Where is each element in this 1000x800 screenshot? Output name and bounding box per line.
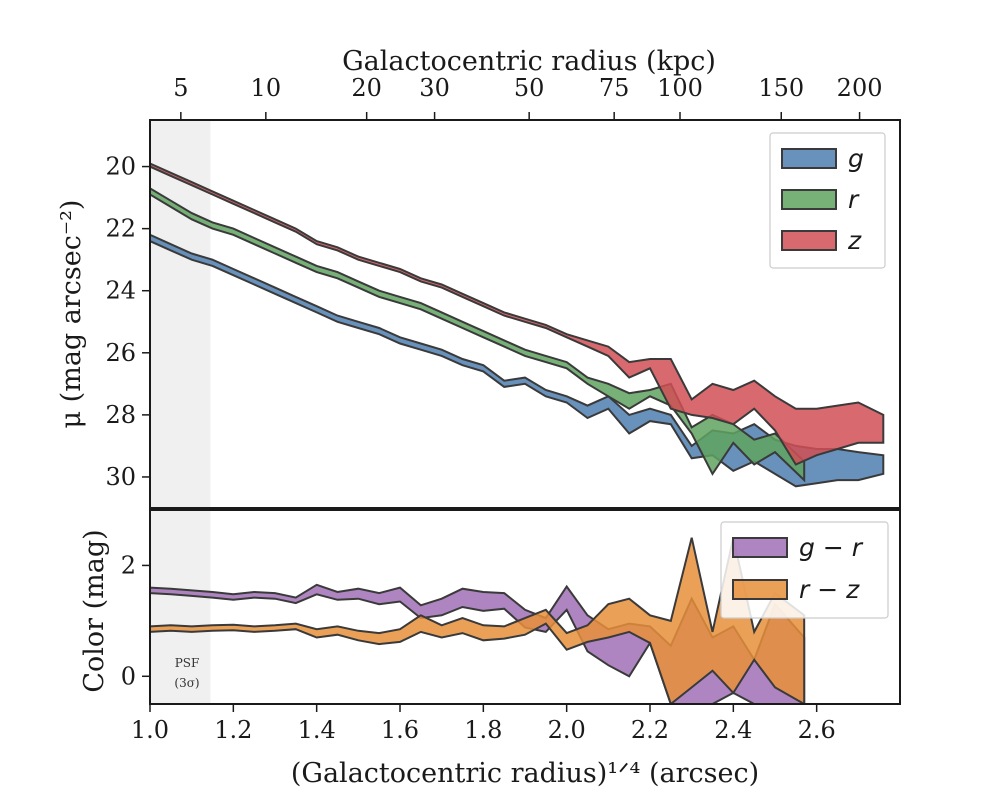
legend-swatch-rz bbox=[732, 579, 788, 600]
top-panel-frame bbox=[149, 119, 901, 509]
top-y-axis-label: μ (mag arcsec⁻²) bbox=[56, 200, 87, 429]
band-g bbox=[150, 233, 885, 488]
x-tick-label: 1.2 bbox=[214, 716, 252, 744]
surface-brightness-panel: 20 22 24 26 28 30 5 10 20 30 50 75 100 150 200 grz bbox=[105, 74, 901, 509]
y-tick-label: 30 bbox=[105, 463, 136, 491]
legend-label-rz: r − z bbox=[799, 575, 860, 604]
top-x-tick-label: 5 bbox=[173, 74, 188, 102]
x-tick-label: 1.8 bbox=[464, 716, 502, 744]
top-x-tick-label: 200 bbox=[837, 74, 883, 102]
legend-label-gr: g − r bbox=[799, 533, 864, 562]
psf-label: PSF bbox=[175, 656, 200, 670]
top-x-axis-label: Galactocentric radius (kpc) bbox=[342, 46, 716, 77]
legend-label-r: r bbox=[848, 185, 860, 214]
top-x-tick-label: 50 bbox=[514, 74, 545, 102]
band-rz bbox=[150, 537, 806, 704]
x-tick-label: 2.4 bbox=[714, 716, 752, 744]
x-tick-label: 1.6 bbox=[381, 716, 419, 744]
y-tick-label: 24 bbox=[105, 277, 136, 305]
y-tick-label: 28 bbox=[105, 401, 136, 429]
bottom-x-axis-label: (Galactocentric radius)¹ᐟ⁴ (arcsec) bbox=[291, 758, 759, 789]
legend-swatch-z bbox=[781, 230, 837, 251]
legend-label-g: g bbox=[848, 144, 864, 173]
band-r bbox=[150, 187, 806, 483]
legend-swatch-r bbox=[781, 189, 837, 210]
psf-region-bottom bbox=[150, 510, 211, 704]
legend-swatch-gr bbox=[732, 537, 788, 558]
bottom-panel-frame bbox=[149, 509, 901, 705]
x-tick-label: 2.2 bbox=[631, 716, 669, 744]
legend-swatch-g bbox=[781, 148, 837, 169]
y-tick-label: 0 bbox=[121, 662, 136, 690]
top-x-tick-label: 20 bbox=[351, 74, 382, 102]
bottom-y-axis-label: Color (mag) bbox=[79, 529, 110, 692]
y-tick-label: 26 bbox=[105, 339, 136, 367]
x-tick-label: 1.0 bbox=[131, 716, 169, 744]
top-x-tick-label: 100 bbox=[657, 74, 703, 102]
band-z bbox=[150, 162, 885, 466]
x-tick-label: 2.0 bbox=[548, 716, 586, 744]
y-tick-label: 22 bbox=[105, 215, 136, 243]
top-x-tick-label: 10 bbox=[251, 74, 282, 102]
legend-label-z: z bbox=[847, 226, 862, 255]
top-x-tick-label: 75 bbox=[599, 74, 630, 102]
top-x-tick-label: 150 bbox=[758, 74, 804, 102]
x-tick-label: 1.4 bbox=[298, 716, 336, 744]
psf-sublabel: (3σ) bbox=[174, 676, 199, 690]
y-tick-label: 20 bbox=[105, 153, 136, 181]
top-x-tick-label: 30 bbox=[419, 74, 450, 102]
y-tick-label: 2 bbox=[121, 551, 136, 579]
x-tick-label: 2.6 bbox=[798, 716, 836, 744]
psf-region-top bbox=[150, 120, 211, 508]
color-panel: 1.0 1.2 1.4 1.6 1.8 2.0 2.2 2.4 2.6 0 2 PSF (3σ) g − … bbox=[121, 509, 901, 744]
